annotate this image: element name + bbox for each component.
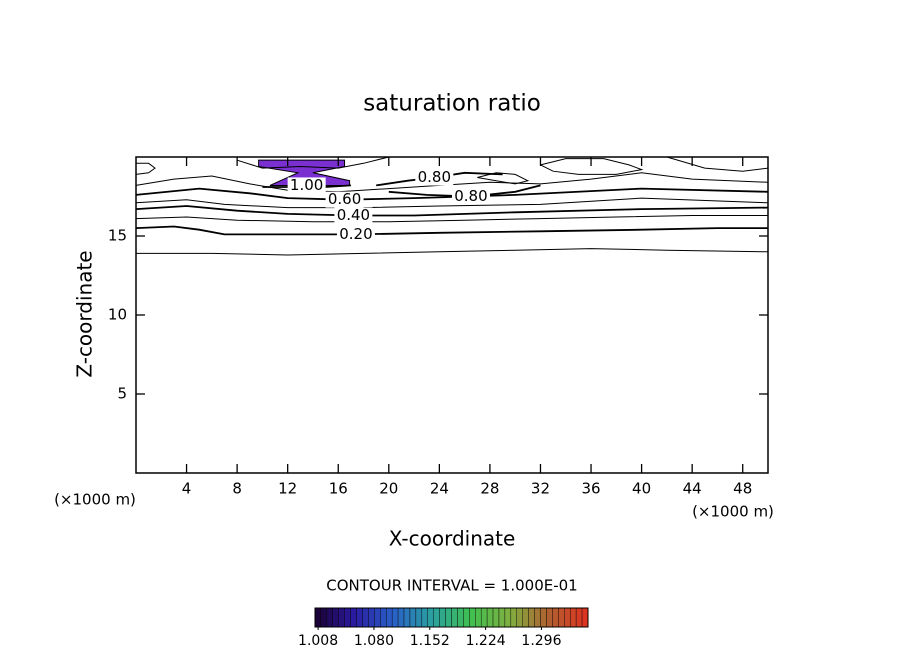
colorbar-cell [581, 607, 589, 628]
contour-line [666, 156, 769, 172]
contour-label-bg [325, 191, 364, 208]
x-tick-label: 4 [182, 480, 192, 498]
contour-line [135, 205, 769, 217]
contour-label: 1.00 [290, 176, 323, 194]
colorbar-cell [326, 607, 334, 628]
colorbar-cell [516, 607, 523, 628]
colorbar-cell [320, 607, 328, 628]
y-tick-label: 10 [108, 306, 127, 324]
colorbar-cell [486, 607, 494, 628]
y-axis-label: Z-coordinate [73, 250, 97, 377]
contour-label-bg [336, 226, 375, 243]
x-unit: (×1000 m) [692, 503, 774, 521]
colorbar-cell [314, 607, 322, 628]
x-tick-label: 8 [232, 480, 242, 498]
y-tick-label: 15 [108, 227, 127, 245]
colorbar-cell [374, 607, 381, 628]
colorbar-tick-label: 1.152 [410, 633, 450, 649]
colorbar-cell [344, 607, 351, 628]
y-tick-label: 5 [117, 385, 127, 403]
colorbar-cell [522, 607, 529, 628]
colorbar-cell [480, 607, 488, 628]
colorbar-cell [564, 607, 571, 628]
x-tick-label: 44 [683, 480, 702, 498]
colorbar-cell [463, 607, 470, 628]
colorbar-cell [546, 607, 553, 628]
colorbar-cell [504, 607, 512, 628]
x-tick-label: 32 [531, 480, 550, 498]
colorbar-cell [368, 607, 375, 628]
colorbar-cell [415, 607, 423, 628]
x-tick-label: 36 [581, 480, 600, 498]
colorbar-cell [469, 607, 476, 628]
colorbar-cell [338, 607, 345, 628]
colorbar-cell [498, 607, 506, 628]
colorbar-cell [427, 607, 434, 628]
contour-label-bg [287, 177, 326, 194]
x-axis-label: X-coordinate [389, 527, 516, 551]
colorbar-tick-label: 1.296 [521, 633, 561, 649]
contour-label-bg [451, 188, 490, 205]
contour-label: 0.80 [454, 187, 487, 205]
contour-line [135, 215, 768, 223]
colorbar-cell [528, 607, 535, 628]
chart-title: saturation ratio [363, 91, 541, 117]
contour-label-bg [334, 207, 373, 224]
contour-line [477, 172, 530, 185]
colorbar-cell [439, 607, 446, 628]
contour-label: 0.20 [339, 225, 372, 243]
colorbar-tick-label: 1.008 [298, 633, 338, 649]
contour-line [540, 158, 644, 175]
x-tick-label: 12 [278, 480, 297, 498]
contour-label: 0.80 [418, 168, 451, 186]
colorbar-tick-label: 1.224 [466, 633, 506, 649]
colorbar-cell [552, 607, 559, 628]
colorbar-cell [403, 607, 411, 628]
contour-line [135, 172, 769, 193]
contour-label: 0.60 [328, 190, 361, 208]
x-tick-label: 40 [632, 480, 651, 498]
colorbar-tick-label: 1.080 [354, 633, 394, 649]
contour-label: 0.40 [337, 206, 370, 224]
colorbar-cell [534, 607, 541, 628]
colorbar-cell [433, 607, 440, 628]
colorbar-cell [492, 607, 500, 628]
contour-line [236, 156, 389, 169]
colorbar-cell [421, 607, 428, 628]
x-tick-label: 48 [733, 480, 752, 498]
colorbar-cell [362, 607, 369, 628]
contour-interval-note: CONTOUR INTERVAL = 1.000E-01 [326, 577, 577, 595]
colorbar-cell [332, 607, 339, 628]
x-tick-label: 24 [430, 480, 449, 498]
x-tick-label: 28 [480, 480, 499, 498]
colorbar-cell [350, 607, 357, 628]
contour-label-bg [415, 169, 454, 186]
colorbar-cell [540, 607, 547, 628]
colorbar-cell [445, 607, 452, 628]
colorbar-cell [558, 607, 565, 628]
colorbar-frame [314, 607, 589, 628]
colorbar-cell [386, 607, 393, 628]
colorbar-cell [356, 607, 363, 628]
colorbar-cell [510, 607, 517, 628]
contour-line [136, 248, 769, 256]
colorbar-cell [380, 607, 387, 628]
colorbar-cell [409, 607, 417, 628]
colorbar-cell [457, 607, 464, 628]
colorbar-cell [475, 607, 482, 628]
contour-line [135, 225, 768, 236]
y-unit: (×1000 m) [54, 491, 136, 509]
contour-line [135, 162, 156, 175]
x-tick-label: 20 [379, 480, 398, 498]
colorbar-cell [569, 607, 577, 628]
x-tick-label: 16 [329, 480, 348, 498]
colorbar-cell [397, 607, 405, 628]
colorbar-cell [575, 607, 583, 628]
colorbar-cell [391, 607, 399, 628]
filled-region [258, 159, 351, 186]
colorbar-cell [451, 607, 458, 628]
